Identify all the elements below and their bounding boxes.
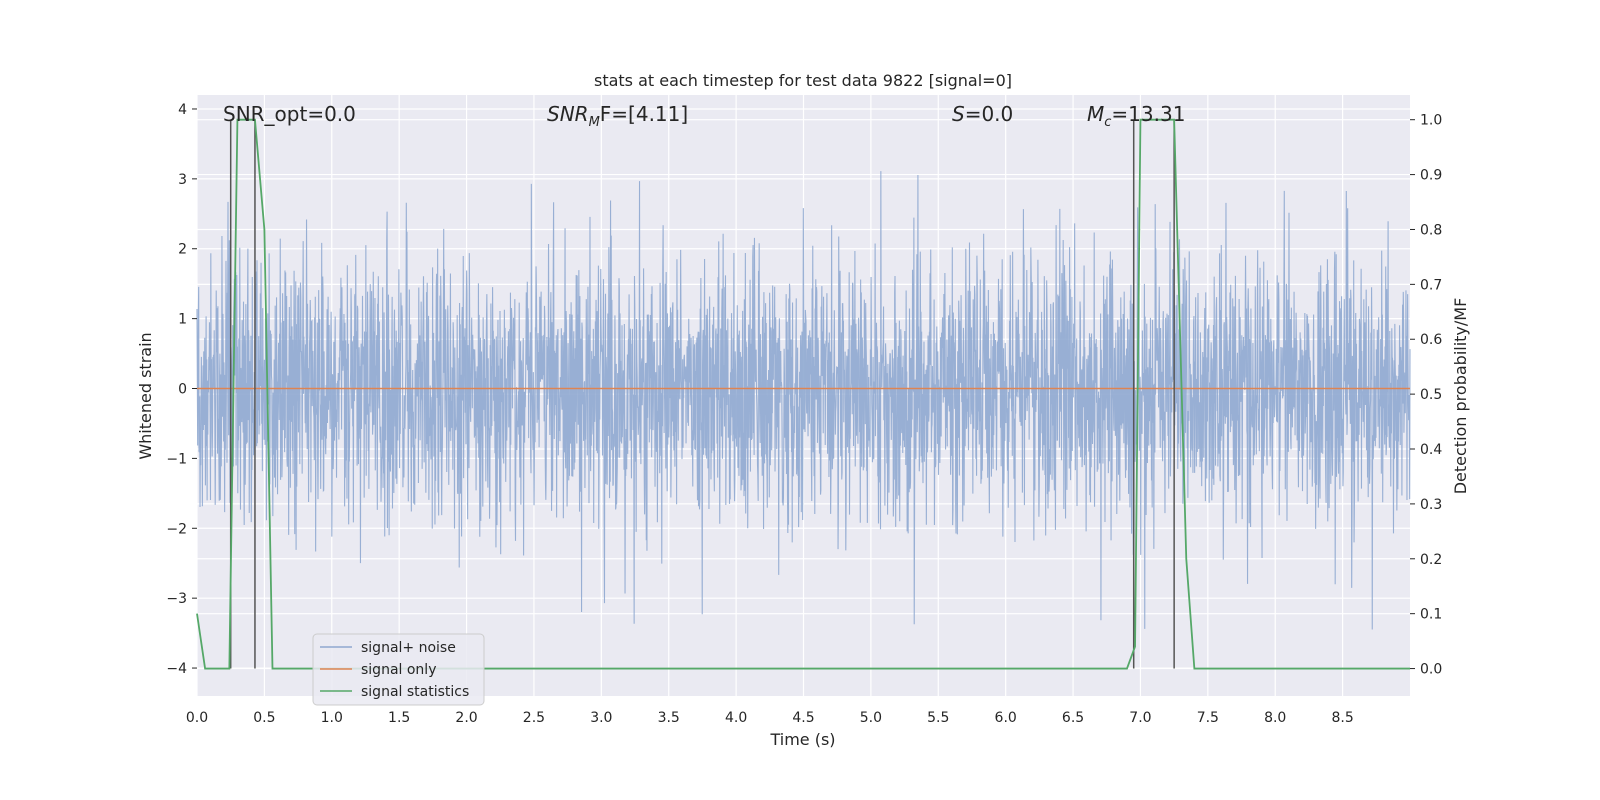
signal-statistics-series bbox=[196, 118, 1410, 670]
x-ticks: 0.0 0.5 1.0 1.5 2.0 2.5 3.0 3.5 4.0 4.5 5.0 5.5 6.0 6… bbox=[186, 710, 1354, 726]
x-tick-label: 7.5 bbox=[1197, 710, 1219, 726]
x-tick-label: 0.5 bbox=[253, 710, 275, 726]
y-tick-label-right: 0.1 bbox=[1420, 607, 1442, 623]
x-tick-label: 1.0 bbox=[321, 710, 343, 726]
y-tick-label-right: 0.4 bbox=[1420, 442, 1442, 458]
annotation-snr-mf: SNRMF=[4.11] bbox=[547, 102, 688, 130]
x-tick-label: 4.0 bbox=[725, 710, 747, 726]
x-tick-label: 8.0 bbox=[1264, 710, 1286, 726]
y-tick-label-left: 3 bbox=[178, 172, 187, 188]
y-tick-label-right: 0.8 bbox=[1420, 222, 1442, 238]
annotation-mc-label: M bbox=[1087, 102, 1104, 126]
y-tick-label-right: 1.0 bbox=[1420, 113, 1442, 129]
signal-noise-line bbox=[196, 171, 1411, 630]
annotation-snr-mf-base: SNR bbox=[547, 102, 589, 126]
annotation-mc: Mc=13.31 bbox=[1087, 102, 1185, 130]
x-tick-label: 3.5 bbox=[658, 710, 680, 726]
x-tick-label: 5.5 bbox=[927, 710, 949, 726]
legend-box bbox=[312, 633, 485, 706]
y-tick-label-right: 0.5 bbox=[1420, 387, 1442, 403]
annotation-s: S=0.0 bbox=[952, 102, 1013, 126]
y-tick-label-left: 1 bbox=[178, 312, 187, 328]
x-tick-label: 6.5 bbox=[1062, 710, 1084, 726]
y-axis-label-left: Whitened strain bbox=[136, 332, 155, 459]
annotation-snr-opt: SNR_opt=0.0 bbox=[223, 102, 356, 126]
y-axis-label-right: Detection probability/MF bbox=[1451, 298, 1470, 495]
x-axis-label: Time (s) bbox=[769, 730, 835, 749]
x-tick-label: 2.0 bbox=[455, 710, 477, 726]
x-tick-label: 7.0 bbox=[1129, 710, 1151, 726]
legend-label-signal-statistics: signal statistics bbox=[361, 684, 469, 700]
x-tick-label: 3.0 bbox=[590, 710, 612, 726]
x-tick-label: 4.5 bbox=[792, 710, 814, 726]
annotation-s-label: S bbox=[952, 102, 965, 126]
y-tick-label-left: −4 bbox=[166, 661, 187, 677]
x-tick-label: 2.5 bbox=[523, 710, 545, 726]
legend-label-signal-noise: signal+ noise bbox=[361, 640, 456, 656]
y-tick-label-right: 0.0 bbox=[1420, 662, 1442, 678]
x-tick-label: 6.0 bbox=[995, 710, 1017, 726]
y-tick-label-left: −3 bbox=[166, 591, 187, 607]
x-tick-label: 8.5 bbox=[1331, 710, 1353, 726]
y-tick-label-right: 0.9 bbox=[1420, 168, 1442, 184]
y-ticks-right: 1.0 0.9 0.8 0.7 0.6 0.5 0.4 0.3 0.2 0.1 0.0 bbox=[1410, 113, 1442, 678]
annotation-mc-value: =13.31 bbox=[1111, 102, 1185, 126]
chart-title: stats at each timestep for test data 982… bbox=[594, 71, 1012, 90]
y-tick-label-right: 0.2 bbox=[1420, 552, 1442, 568]
x-tick-label: 0.0 bbox=[186, 710, 208, 726]
signal-noise-series bbox=[196, 171, 1411, 630]
legend-label-signal-only: signal only bbox=[361, 662, 436, 678]
legend: signal+ noise signal only signal statist… bbox=[312, 633, 485, 706]
y-tick-label-right: 0.7 bbox=[1420, 277, 1442, 293]
annotation-mc-sub: c bbox=[1104, 115, 1111, 130]
annotation-snr-mf-sub: M bbox=[589, 115, 600, 130]
y-ticks-left: 4 3 2 1 0 −1 −2 −3 −4 bbox=[166, 102, 197, 677]
y-tick-label-right: 0.6 bbox=[1420, 332, 1442, 348]
y-tick-label-left: 0 bbox=[178, 382, 187, 398]
x-tick-label: 1.5 bbox=[388, 710, 410, 726]
signal-statistics-line bbox=[196, 118, 1410, 670]
annotation-snr-mf-rest: F=[4.11] bbox=[600, 102, 688, 126]
y-tick-label-left: −1 bbox=[166, 451, 187, 467]
x-tick-label: 5.0 bbox=[860, 710, 882, 726]
y-tick-label-right: 0.3 bbox=[1420, 497, 1442, 513]
y-tick-label-left: 2 bbox=[178, 242, 187, 258]
annotation-s-value: =0.0 bbox=[965, 102, 1014, 126]
y-tick-label-left: 4 bbox=[178, 102, 187, 118]
y-tick-label-left: −2 bbox=[166, 521, 187, 537]
